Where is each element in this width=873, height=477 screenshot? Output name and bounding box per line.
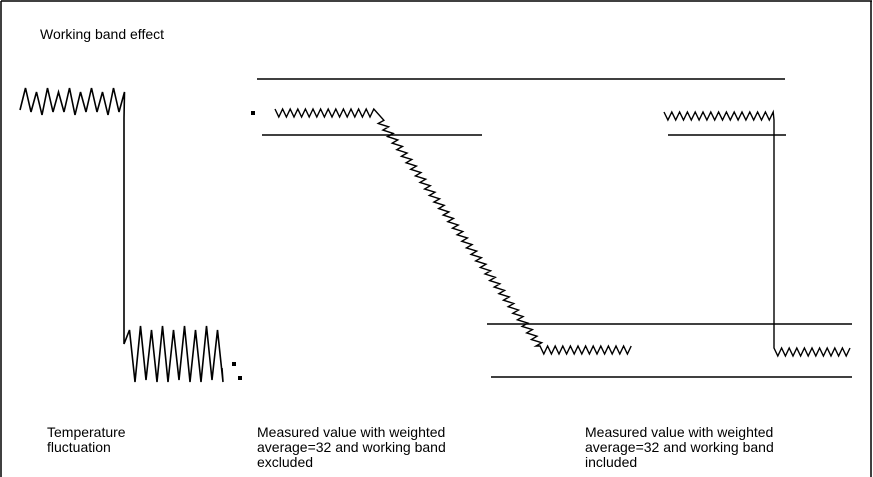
excluded-caption-line-1: Measured value with weighted [257,424,446,440]
excluded-caption-line-2: average=32 and working band [257,439,446,455]
marker-dot-bottom-2 [238,376,242,380]
excluded-caption-line-3: excluded [257,454,314,470]
temperature-fluctuation-wave [19,87,224,383]
marker-dot-bottom-1 [232,362,236,366]
temperature-fluctuation-label: Temperature fluctuation [47,425,126,455]
temperature-label-line-1: Temperature [47,424,126,440]
included-caption: Measured value with weighted average=32 … [585,425,774,470]
included-caption-line-1: Measured value with weighted [585,424,774,440]
excluded-caption: Measured value with weighted average=32 … [257,425,446,470]
included-caption-line-2: average=32 and working band [585,439,774,455]
included-caption-line-3: included [585,454,638,470]
temperature-label-line-2: fluctuation [47,439,111,455]
marker-dot-top [251,111,255,115]
diagram-title: Working band effect [40,26,165,42]
measured-value-included-wave [663,109,851,358]
measured-value-excluded-wave [274,107,632,356]
